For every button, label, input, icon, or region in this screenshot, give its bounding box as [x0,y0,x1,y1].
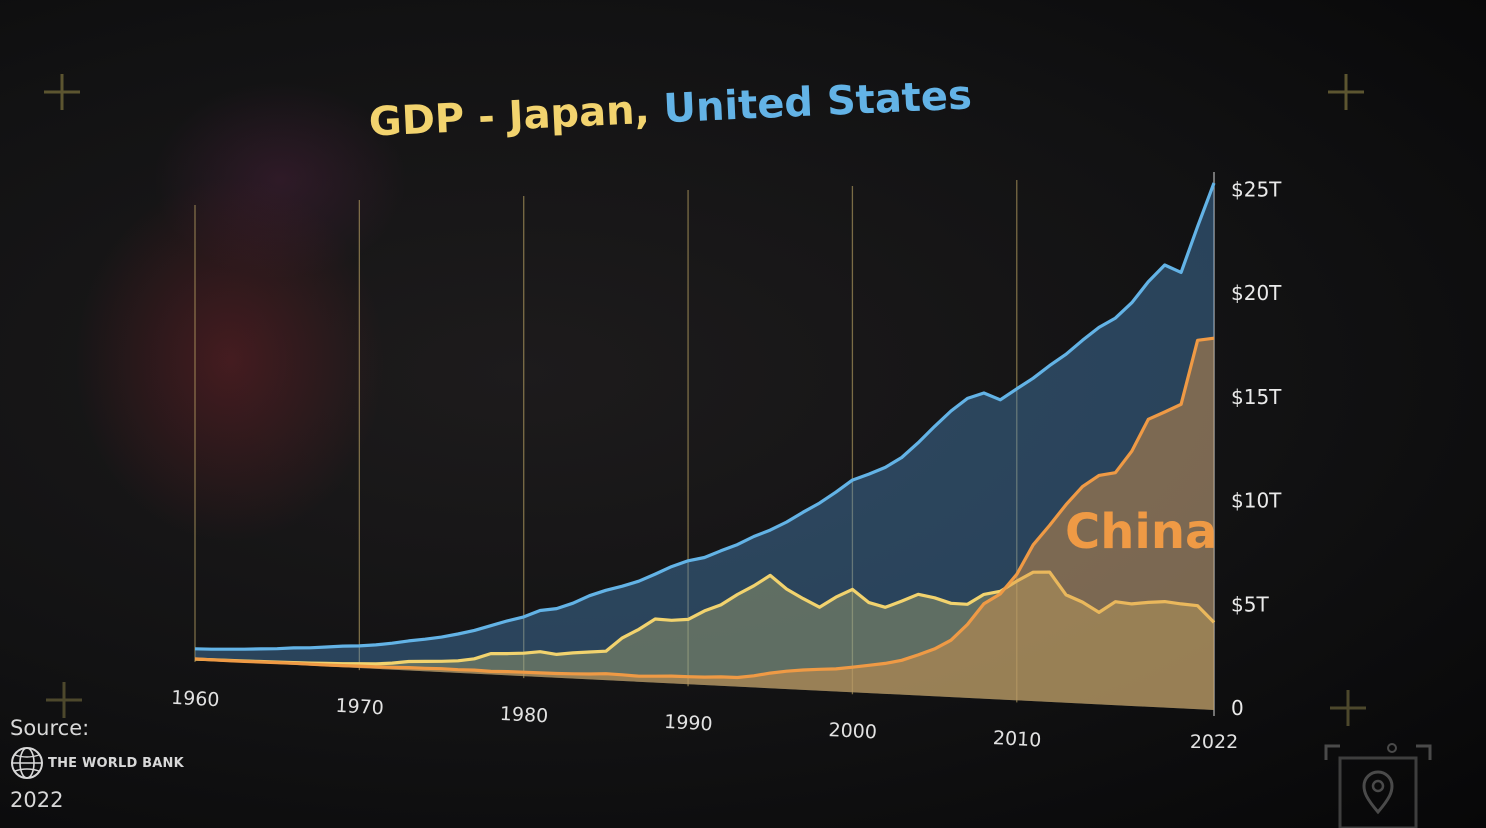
world-bank-globe-icon [11,747,43,779]
x-tick-label-1990: 1990 [664,711,713,736]
chart-title-part-1: United States [663,72,973,132]
x-end-label: 2022 [1190,731,1238,753]
chart-title: GDP - Japan, United States [368,72,973,145]
china-area [195,338,1214,710]
y-tick-label: $10T [1231,489,1282,513]
crosshair-icon [1330,690,1366,726]
source-year: 2022 [10,788,64,812]
x-tick-label-1980: 1980 [499,703,548,728]
x-tick-label-1970: 1970 [335,695,384,720]
world-bank-name: THE WORLD BANK [48,755,184,771]
china-line [194,336,1215,680]
x-tick-label-2000: 2000 [828,719,877,744]
usa-line [194,182,1216,651]
source-label: Source: [10,716,90,740]
x-gridlines [194,172,1215,716]
y-tick-label: $20T [1231,281,1282,305]
x-axis-ticks: 1960 1970 1980 1990 2000 2010 2022 [171,687,1239,753]
world-bank-logo: THE WORLD BANK [10,746,184,780]
japan-line [194,570,1216,666]
usa-area [195,183,1214,710]
japan-area [195,572,1214,710]
y-tick-label: $25T [1231,177,1282,201]
y-tick-label: $15T [1231,385,1282,409]
x-tick-label-1960: 1960 [171,687,220,712]
y-tick-label: $5T [1231,592,1269,616]
chart-title-part-0: GDP - Japan, [368,86,665,145]
crosshair-icon [44,74,80,110]
crosshair-icon [1328,74,1364,110]
x-tick-label-2010: 2010 [992,727,1041,752]
crosshair-icon [46,682,82,718]
chart-title-text: GDP - Japan, United States [368,72,973,145]
china-series-label: China [1065,504,1217,560]
y-axis-ticks: 0 $5T $10T $15T $20T $25T [1231,177,1282,720]
source-credit: Source: THE WORLD BANK 2022 [10,716,184,812]
y-tick-label: 0 [1231,696,1244,720]
map-pin-icon [1324,743,1432,828]
series-areas [194,182,1216,710]
